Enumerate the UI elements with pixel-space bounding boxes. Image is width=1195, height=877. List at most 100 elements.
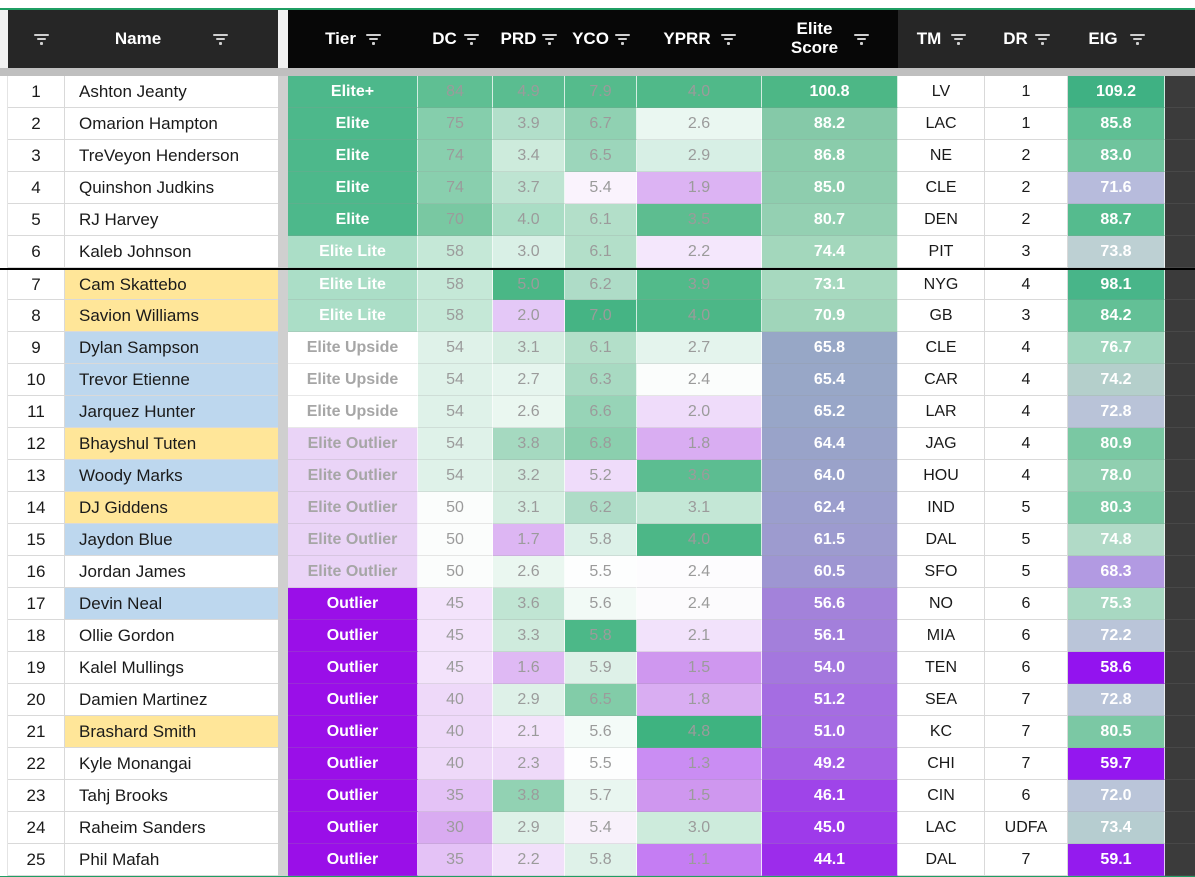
name-cell[interactable]: Raheim Sanders <box>65 812 278 844</box>
team-cell[interactable]: LAR <box>898 396 985 428</box>
name-cell[interactable]: Woody Marks <box>65 460 278 492</box>
prd-cell[interactable]: 2.7 <box>493 364 565 396</box>
name-cell[interactable]: Omarion Hampton <box>65 108 278 140</box>
rank-cell[interactable]: 2 <box>8 108 65 140</box>
filter-icon[interactable] <box>614 33 630 45</box>
prd-cell[interactable]: 3.7 <box>493 172 565 204</box>
tier-cell[interactable]: Outlier <box>288 716 418 748</box>
team-cell[interactable]: CIN <box>898 780 985 812</box>
draft-round-cell[interactable]: 4 <box>985 364 1068 396</box>
yco-cell[interactable]: 6.7 <box>565 108 637 140</box>
yco-cell[interactable]: 5.8 <box>565 844 637 876</box>
rank-cell[interactable]: 4 <box>8 172 65 204</box>
team-cell[interactable]: CLE <box>898 332 985 364</box>
elite-score-cell[interactable]: 85.0 <box>762 172 898 204</box>
name-cell[interactable]: Jarquez Hunter <box>65 396 278 428</box>
draft-round-cell[interactable]: 1 <box>985 76 1068 108</box>
dc-cell[interactable]: 35 <box>418 780 493 812</box>
dc-cell[interactable]: 74 <box>418 172 493 204</box>
tier-cell[interactable]: Elite Lite <box>288 270 418 300</box>
tier-cell[interactable]: Elite Outlier <box>288 524 418 556</box>
yco-cell[interactable]: 6.8 <box>565 428 637 460</box>
rank-cell[interactable]: 25 <box>8 844 65 876</box>
prd-cell[interactable]: 2.9 <box>493 812 565 844</box>
elite-score-cell[interactable]: 65.4 <box>762 364 898 396</box>
team-cell[interactable]: MIA <box>898 620 985 652</box>
draft-round-cell[interactable]: 4 <box>985 460 1068 492</box>
elite-score-cell[interactable]: 88.2 <box>762 108 898 140</box>
elite-score-cell[interactable]: 61.5 <box>762 524 898 556</box>
tier-cell[interactable]: Elite <box>288 172 418 204</box>
eig-cell[interactable]: 80.3 <box>1068 492 1165 524</box>
dc-cell[interactable]: 50 <box>418 492 493 524</box>
dc-cell[interactable]: 58 <box>418 270 493 300</box>
draft-round-cell[interactable]: 1 <box>985 108 1068 140</box>
yprr-cell[interactable]: 1.9 <box>637 172 762 204</box>
dc-cell[interactable]: 54 <box>418 428 493 460</box>
dc-cell[interactable]: 58 <box>418 236 493 268</box>
name-cell[interactable]: Brashard Smith <box>65 716 278 748</box>
prd-cell[interactable]: 2.9 <box>493 684 565 716</box>
team-cell[interactable]: IND <box>898 492 985 524</box>
team-cell[interactable]: DAL <box>898 524 985 556</box>
yco-cell[interactable]: 5.8 <box>565 524 637 556</box>
tier-cell[interactable]: Outlier <box>288 684 418 716</box>
rank-cell[interactable]: 19 <box>8 652 65 684</box>
yco-cell[interactable]: 5.8 <box>565 620 637 652</box>
elite-score-cell[interactable]: 51.2 <box>762 684 898 716</box>
yprr-cell[interactable]: 1.8 <box>637 684 762 716</box>
filter-icon[interactable] <box>1129 33 1145 45</box>
rank-cell[interactable]: 24 <box>8 812 65 844</box>
elite-score-cell[interactable]: 74.4 <box>762 236 898 268</box>
prd-cell[interactable]: 3.6 <box>493 588 565 620</box>
tier-cell[interactable]: Elite Upside <box>288 364 418 396</box>
name-cell[interactable]: Devin Neal <box>65 588 278 620</box>
eig-cell[interactable]: 73.4 <box>1068 812 1165 844</box>
elite-score-cell[interactable]: 49.2 <box>762 748 898 780</box>
filter-icon[interactable] <box>213 33 229 45</box>
prd-cell[interactable]: 3.1 <box>493 332 565 364</box>
name-cell[interactable]: Jaydon Blue <box>65 524 278 556</box>
eig-cell[interactable]: 58.6 <box>1068 652 1165 684</box>
name-cell[interactable]: DJ Giddens <box>65 492 278 524</box>
yprr-cell[interactable]: 3.0 <box>637 812 762 844</box>
eig-cell[interactable]: 80.9 <box>1068 428 1165 460</box>
prd-cell[interactable]: 2.2 <box>493 844 565 876</box>
yprr-cell[interactable]: 1.8 <box>637 428 762 460</box>
team-cell[interactable]: LAC <box>898 108 985 140</box>
filter-icon[interactable] <box>951 33 967 45</box>
draft-round-cell[interactable]: 6 <box>985 588 1068 620</box>
draft-round-cell[interactable]: 7 <box>985 748 1068 780</box>
draft-round-cell[interactable]: 6 <box>985 652 1068 684</box>
prd-cell[interactable]: 2.0 <box>493 300 565 332</box>
team-cell[interactable]: DEN <box>898 204 985 236</box>
yprr-cell[interactable]: 1.5 <box>637 652 762 684</box>
prd-cell[interactable]: 3.9 <box>493 108 565 140</box>
tier-cell[interactable]: Outlier <box>288 748 418 780</box>
tier-cell[interactable]: Elite Outlier <box>288 460 418 492</box>
eig-cell[interactable]: 72.8 <box>1068 684 1165 716</box>
elite-score-cell[interactable]: 44.1 <box>762 844 898 876</box>
rank-cell[interactable]: 3 <box>8 140 65 172</box>
team-cell[interactable]: PIT <box>898 236 985 268</box>
yprr-cell[interactable]: 2.7 <box>637 332 762 364</box>
yco-cell[interactable]: 7.0 <box>565 300 637 332</box>
elite-score-cell[interactable]: 65.2 <box>762 396 898 428</box>
draft-round-cell[interactable]: 3 <box>985 300 1068 332</box>
yprr-cell[interactable]: 1.5 <box>637 780 762 812</box>
elite-score-cell[interactable]: 62.4 <box>762 492 898 524</box>
rank-cell[interactable]: 17 <box>8 588 65 620</box>
prd-cell[interactable]: 3.4 <box>493 140 565 172</box>
elite-score-cell[interactable]: 51.0 <box>762 716 898 748</box>
elite-score-cell[interactable]: 56.6 <box>762 588 898 620</box>
draft-round-cell[interactable]: 4 <box>985 332 1068 364</box>
team-cell[interactable]: NO <box>898 588 985 620</box>
eig-cell[interactable]: 73.8 <box>1068 236 1165 268</box>
dc-cell[interactable]: 54 <box>418 396 493 428</box>
draft-round-cell[interactable]: 6 <box>985 620 1068 652</box>
draft-round-cell[interactable]: UDFA <box>985 812 1068 844</box>
name-cell[interactable]: Savion Williams <box>65 300 278 332</box>
draft-round-cell[interactable]: 4 <box>985 428 1068 460</box>
rank-cell[interactable]: 6 <box>8 236 65 268</box>
tier-cell[interactable]: Elite <box>288 140 418 172</box>
